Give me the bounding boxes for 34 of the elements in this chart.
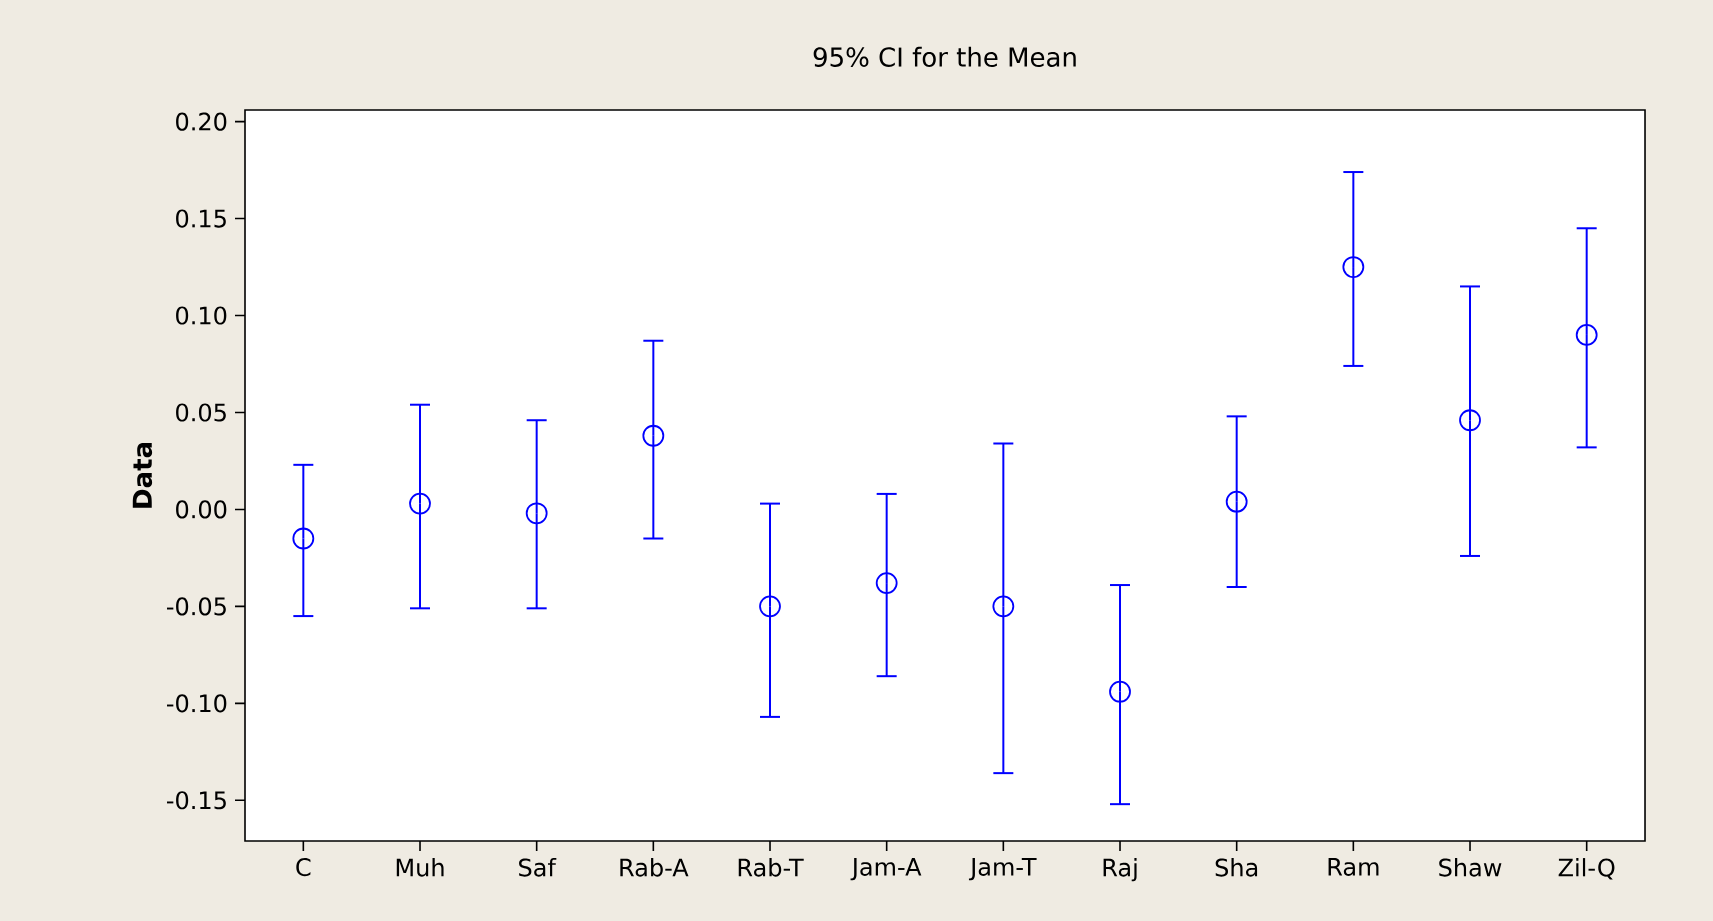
x-tick-label: Ram: [1328, 858, 1379, 876]
x-tick-label: Rab-A: [620, 858, 689, 877]
point: [1575, 324, 1598, 346]
y-tick-label: 0.20: [176, 112, 227, 131]
x-tick-label: Jam-A: [850, 858, 922, 881]
y-tick-label: 0.10: [176, 306, 227, 325]
point: [992, 595, 1015, 618]
point: [409, 492, 431, 515]
x-tick-label: Rab-T: [738, 858, 804, 877]
point: [1459, 409, 1481, 432]
point: [1225, 490, 1248, 513]
x-tick-label: Shaw: [1439, 858, 1502, 877]
x-tick-label: Saf: [519, 858, 557, 877]
point: [642, 424, 665, 447]
y-axis-title: Data: [132, 442, 153, 508]
x-tick-label: Raj: [1103, 858, 1137, 882]
point: [525, 502, 548, 525]
chart-title: 95% CI for the Mean: [813, 46, 1076, 67]
x-tick-label: Sha: [1215, 858, 1258, 877]
y-tick-label: -0.05: [167, 597, 226, 616]
y-tick-label: -0.10: [167, 694, 227, 713]
x-tick-label: Muh: [396, 858, 444, 877]
point: [1342, 256, 1365, 278]
point: [1109, 680, 1131, 703]
y-tick-label: -0.15: [167, 791, 226, 810]
x-tick-label: Jam-T: [968, 858, 1037, 881]
point: [759, 595, 781, 618]
x-tick-label: C: [296, 858, 311, 877]
x-tick-label: Zil-Q: [1558, 858, 1615, 880]
y-tick-label: 0.00: [176, 500, 227, 519]
point: [875, 572, 898, 595]
y-tick-label: 0.15: [176, 209, 226, 228]
point: [292, 527, 315, 550]
y-tick-label: 0.05: [176, 403, 226, 422]
